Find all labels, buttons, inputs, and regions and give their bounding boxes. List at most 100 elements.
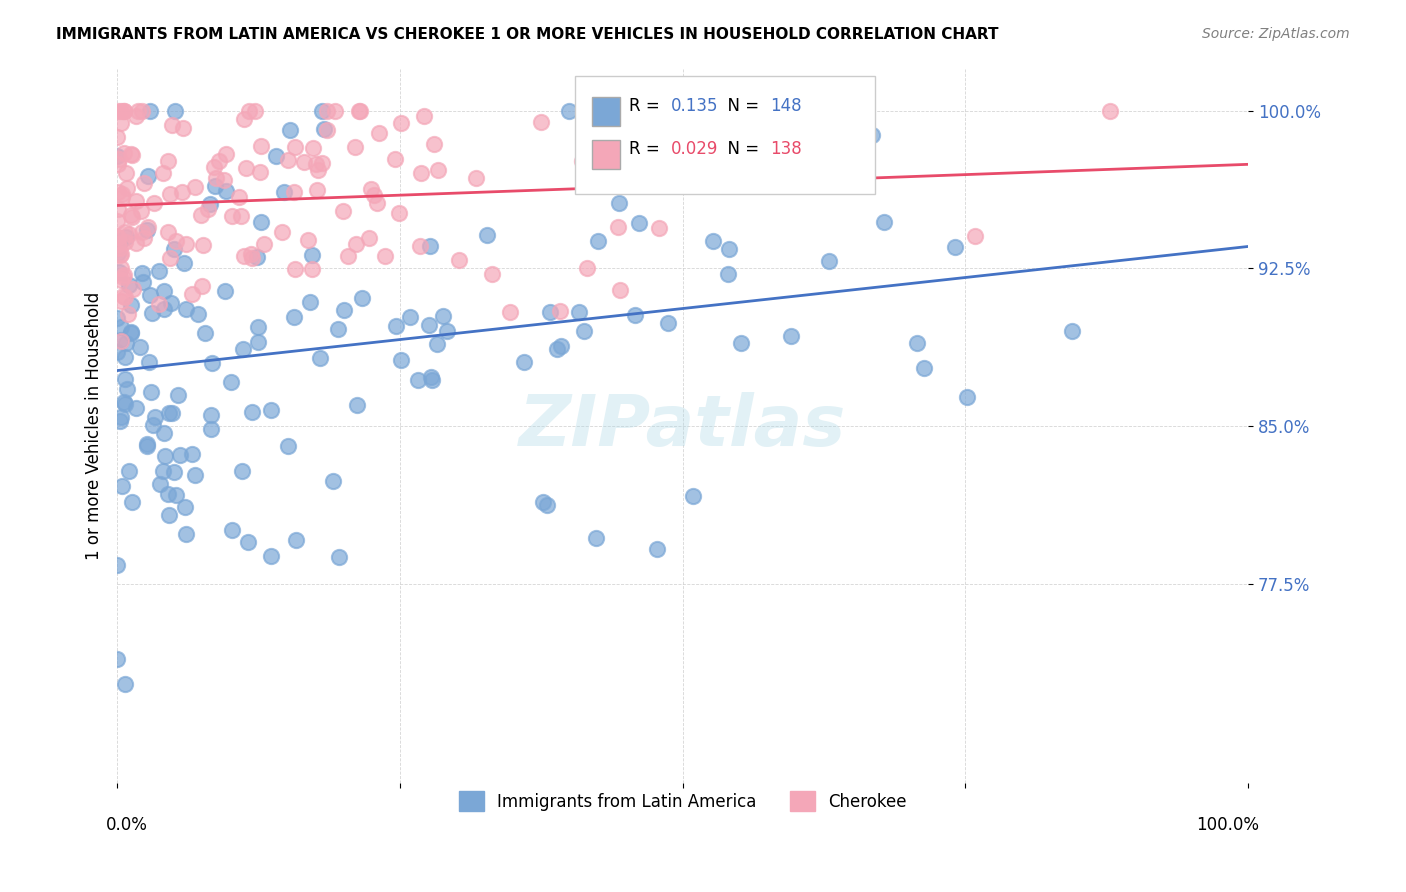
Point xyxy=(212,173,235,187)
Point xyxy=(163,242,186,256)
Point xyxy=(385,319,408,334)
Point xyxy=(115,382,138,396)
Point xyxy=(208,153,231,168)
Text: IMMIGRANTS FROM LATIN AMERICA VS CHEROKEE 1 OR MORE VEHICLES IN HOUSEHOLD CORREL: IMMIGRANTS FROM LATIN AMERICA VS CHEROKE… xyxy=(56,27,998,42)
Point xyxy=(233,249,256,263)
Point xyxy=(283,310,305,324)
Point xyxy=(110,334,132,348)
Point xyxy=(776,103,799,118)
Point xyxy=(173,256,195,270)
Point xyxy=(609,283,631,297)
Point xyxy=(572,324,595,338)
Point xyxy=(153,449,176,463)
Point xyxy=(110,273,132,287)
Point xyxy=(114,351,136,365)
Point xyxy=(240,252,263,266)
Point xyxy=(165,234,187,248)
Point xyxy=(585,531,607,545)
Point xyxy=(912,360,935,375)
Point xyxy=(860,128,883,142)
Point xyxy=(1062,324,1084,338)
Point xyxy=(606,174,628,188)
Point xyxy=(169,449,191,463)
Point xyxy=(120,326,142,340)
Point xyxy=(163,103,186,118)
Point xyxy=(657,316,679,330)
Point xyxy=(284,140,307,154)
Point xyxy=(332,203,354,218)
Point xyxy=(235,161,257,175)
Point xyxy=(138,287,160,301)
Point xyxy=(391,352,413,367)
Point xyxy=(112,268,135,283)
Point xyxy=(297,233,319,247)
Point xyxy=(120,298,142,312)
Text: Source: ZipAtlas.com: Source: ZipAtlas.com xyxy=(1202,27,1350,41)
Point xyxy=(118,464,141,478)
Point xyxy=(406,373,429,387)
Point xyxy=(710,103,733,118)
Point xyxy=(187,307,209,321)
Point xyxy=(108,265,131,279)
Point xyxy=(232,343,254,357)
Point xyxy=(1098,103,1121,118)
Point xyxy=(780,103,803,118)
Legend: Immigrants from Latin America, Cherokee: Immigrants from Latin America, Cherokee xyxy=(451,784,912,818)
Point xyxy=(215,147,238,161)
Point xyxy=(134,230,156,244)
Point xyxy=(349,103,371,118)
Point xyxy=(270,225,292,239)
Point xyxy=(360,182,382,196)
Point xyxy=(548,304,571,318)
Point xyxy=(333,303,356,318)
Point xyxy=(110,334,132,348)
Point xyxy=(231,465,253,479)
Point xyxy=(717,267,740,281)
Point xyxy=(352,291,374,305)
Point xyxy=(285,533,308,547)
Text: N =: N = xyxy=(717,140,763,158)
Point xyxy=(191,279,214,293)
Point xyxy=(873,214,896,228)
Point xyxy=(107,230,129,244)
Point xyxy=(682,490,704,504)
Point xyxy=(221,523,243,537)
Text: ZIPatlas: ZIPatlas xyxy=(519,392,846,460)
Point xyxy=(108,248,131,262)
Point xyxy=(107,246,129,260)
Point xyxy=(167,388,190,402)
Point xyxy=(550,339,572,353)
Point xyxy=(264,149,287,163)
Point xyxy=(465,171,488,186)
Point xyxy=(118,277,141,292)
Point xyxy=(117,307,139,321)
Point xyxy=(233,112,256,127)
Point xyxy=(115,166,138,180)
Point xyxy=(112,395,135,409)
Point xyxy=(121,210,143,224)
Point xyxy=(531,495,554,509)
Point xyxy=(702,234,724,248)
Point xyxy=(249,165,271,179)
Text: 0.0%: 0.0% xyxy=(105,815,148,834)
Point xyxy=(419,369,441,384)
Point xyxy=(475,227,498,242)
Point xyxy=(125,235,148,250)
Point xyxy=(105,229,128,244)
Point xyxy=(956,390,979,404)
Point xyxy=(588,234,610,248)
Point xyxy=(156,487,179,501)
Point xyxy=(114,225,136,239)
Point xyxy=(253,237,276,252)
Point xyxy=(307,163,329,178)
Point xyxy=(322,475,344,489)
FancyBboxPatch shape xyxy=(575,76,875,194)
Point xyxy=(105,214,128,228)
FancyBboxPatch shape xyxy=(592,140,620,169)
Point xyxy=(120,325,142,339)
Point xyxy=(278,123,301,137)
Point xyxy=(624,308,647,322)
Point xyxy=(301,262,323,277)
Point xyxy=(239,247,262,261)
Point xyxy=(965,229,987,244)
